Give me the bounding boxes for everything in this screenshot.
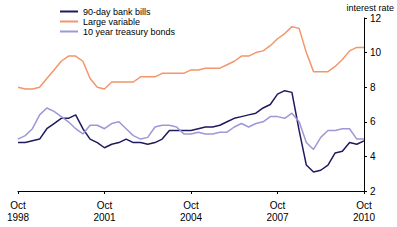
svg-text:Oct: Oct [10,200,26,211]
svg-text:90-day bank bills: 90-day bank bills [83,7,151,17]
svg-text:2004: 2004 [180,212,203,223]
svg-text:Large variable: Large variable [83,17,140,27]
svg-text:Oct: Oct [97,200,113,211]
svg-text:8: 8 [370,82,376,93]
svg-text:2010: 2010 [353,212,376,223]
svg-text:2001: 2001 [93,212,116,223]
svg-text:2: 2 [370,186,376,197]
svg-text:4: 4 [370,151,376,162]
svg-text:10: 10 [370,47,382,58]
svg-text:interest rate: interest rate [346,3,394,13]
svg-text:10 year treasury bonds: 10 year treasury bonds [83,27,176,37]
svg-text:2007: 2007 [266,212,289,223]
svg-text:Oct: Oct [270,200,286,211]
svg-text:Oct: Oct [356,200,372,211]
svg-text:1998: 1998 [7,212,30,223]
svg-text:12: 12 [370,13,382,24]
svg-text:6: 6 [370,116,376,127]
svg-text:Oct: Oct [183,200,199,211]
